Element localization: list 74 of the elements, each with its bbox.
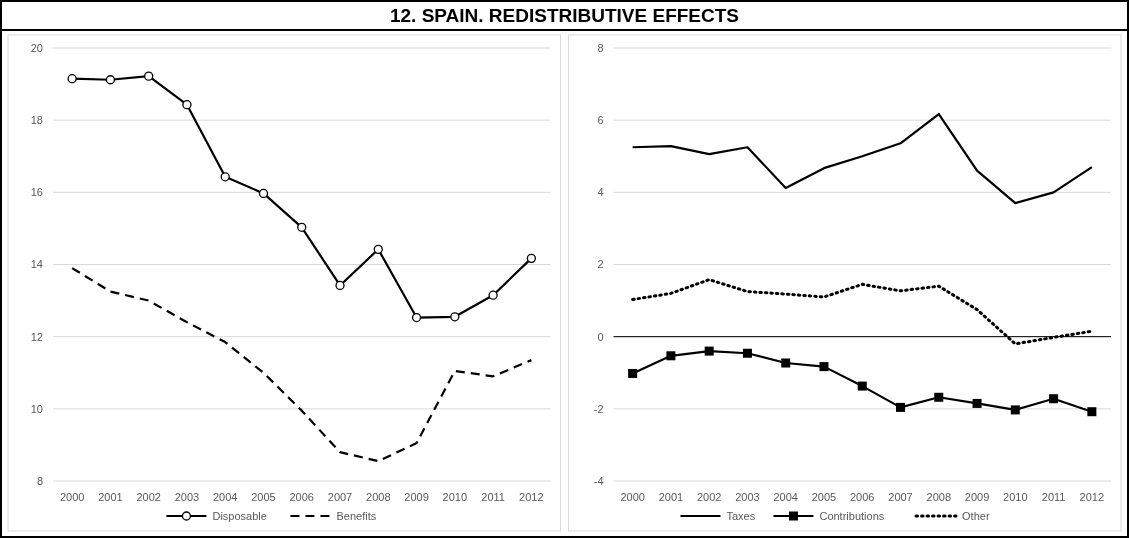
x-tick-label: 2000 (620, 491, 645, 503)
y-tick-label: 20 (30, 41, 43, 54)
point (488, 290, 498, 300)
y-tick-label: 6 (597, 114, 604, 127)
legend-label: Benefits (336, 509, 377, 522)
x-tick-label: 2005 (251, 491, 276, 503)
x-tick-label: 2010 (1003, 491, 1028, 503)
x-tick-label: 2002 (136, 491, 161, 503)
y-tick-label: 12 (30, 330, 43, 343)
point (373, 244, 383, 254)
point (934, 392, 944, 402)
x-tick-label: 2002 (696, 491, 722, 503)
point (411, 312, 422, 323)
x-tick-label: 2003 (735, 491, 760, 503)
y-tick-label: 8 (36, 474, 43, 487)
point (1049, 394, 1059, 404)
x-tick-label: 2011 (481, 491, 505, 503)
y-tick-label: 16 (30, 186, 43, 199)
x-tick-label: 2008 (366, 491, 391, 503)
x-tick-label: 2008 (926, 491, 952, 503)
point (182, 100, 192, 110)
point (67, 74, 77, 84)
point (1010, 405, 1020, 415)
legend-label: Disposable (212, 509, 267, 522)
x-tick-label: 2012 (519, 491, 544, 503)
y-tick-label: 10 (30, 402, 43, 415)
point (896, 402, 906, 412)
point (628, 368, 638, 378)
point (742, 348, 752, 358)
y-tick-label: 4 (597, 186, 604, 199)
point (666, 351, 676, 361)
y-tick-label: 8 (597, 41, 604, 54)
x-tick-label: 2004 (212, 491, 238, 503)
y-tick-label: 14 (30, 258, 43, 271)
x-tick-label: 2007 (327, 491, 353, 503)
y-tick-label: 2 (597, 258, 604, 271)
point (297, 222, 307, 232)
x-tick-label: 2004 (773, 491, 798, 503)
point (450, 312, 460, 322)
point (144, 71, 154, 81)
x-tick-label: 2006 (850, 491, 875, 503)
legend-label: Contributions (819, 509, 885, 522)
point (258, 188, 269, 199)
y-tick-label: 0 (597, 330, 604, 343)
point (526, 253, 537, 264)
legend-label: Other (962, 509, 990, 522)
point (220, 172, 230, 182)
x-tick-label: 2010 (442, 491, 468, 503)
point (704, 346, 714, 356)
x-tick-label: 2003 (174, 491, 200, 503)
x-tick-label: 2001 (98, 491, 123, 503)
legend-label: Taxes (726, 509, 756, 522)
line-series (71, 267, 533, 463)
x-tick-label: 2001 (658, 491, 684, 503)
point (1087, 407, 1097, 417)
point (819, 362, 829, 372)
point (105, 75, 116, 85)
y-tick-label: 18 (30, 114, 43, 127)
point (781, 358, 791, 368)
point (335, 280, 345, 291)
x-tick-label: 2006 (289, 491, 314, 503)
x-tick-label: 2005 (811, 491, 837, 503)
x-tick-label: 2009 (404, 491, 429, 503)
point (857, 381, 867, 391)
x-tick-label: 2000 (59, 491, 85, 503)
x-tick-label: 2011 (1041, 491, 1066, 503)
y-tick-label: -4 (593, 474, 604, 487)
line-series (631, 112, 1093, 205)
chart-title: 12. SPAIN. REDISTRIBUTIVE EFFECTS (389, 4, 740, 26)
y-tick-label: -2 (593, 402, 604, 415)
x-tick-label: 2007 (888, 491, 913, 503)
x-tick-label: 2009 (964, 491, 990, 503)
x-tick-label: 2012 (1079, 491, 1105, 503)
point (972, 398, 982, 408)
